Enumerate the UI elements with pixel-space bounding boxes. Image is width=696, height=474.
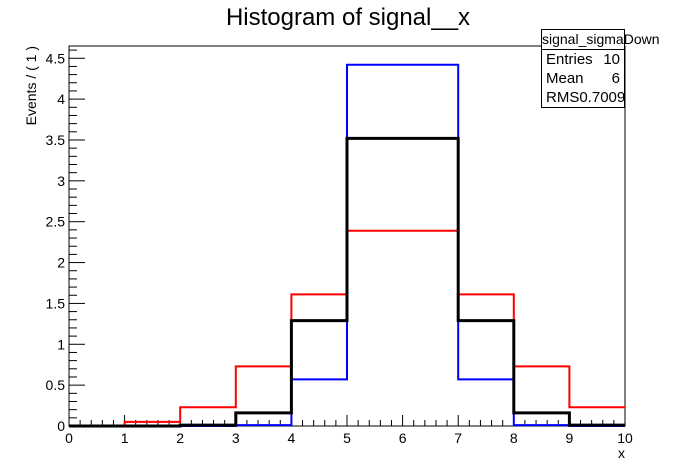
y-tick-label: 3 bbox=[57, 173, 65, 189]
stats-box: signal_sigmaDown Entries 10 Mean 6 RMS 0… bbox=[541, 29, 660, 108]
x-tick-label: 5 bbox=[343, 430, 351, 446]
y-tick-label: 1 bbox=[57, 336, 65, 352]
stats-label: Mean bbox=[546, 70, 584, 87]
y-axis-label: Events / ( 1 ) bbox=[23, 46, 39, 125]
y-tick-label: 1.5 bbox=[46, 295, 66, 311]
x-axis-label: x bbox=[618, 445, 625, 461]
y-tick-label: 3.5 bbox=[46, 132, 66, 148]
stats-value: 6 bbox=[611, 70, 620, 87]
stats-label: Entries bbox=[546, 51, 593, 68]
y-tick-label: 0.5 bbox=[46, 377, 66, 393]
x-tick-label: 10 bbox=[617, 430, 633, 446]
x-tick-label: 7 bbox=[454, 430, 462, 446]
stats-row-entries: Entries 10 bbox=[542, 50, 624, 69]
y-tick-label: 2.5 bbox=[46, 214, 66, 230]
y-tick-label: 2 bbox=[57, 255, 65, 271]
x-tick-label: 3 bbox=[232, 430, 240, 446]
x-tick-label: 6 bbox=[399, 430, 407, 446]
stats-name: signal_sigmaDown bbox=[542, 30, 660, 50]
histogram-series-line bbox=[69, 136, 625, 428]
y-tick-label: 4 bbox=[57, 91, 65, 107]
y-tick-label: 0 bbox=[57, 418, 65, 434]
stats-value: 0.7009 bbox=[579, 89, 626, 106]
stats-row-rms: RMS 0.7009 bbox=[542, 88, 626, 107]
x-tick-label: 1 bbox=[121, 430, 129, 446]
x-tick-label: 9 bbox=[566, 430, 574, 446]
x-tick-label: 0 bbox=[65, 430, 73, 446]
x-tick-label: 4 bbox=[288, 430, 296, 446]
y-tick-label: 4.5 bbox=[46, 50, 66, 66]
x-tick-label: 2 bbox=[176, 430, 184, 446]
chart-title: Histogram of signal__x bbox=[225, 4, 471, 31]
stats-row-mean: Mean 6 bbox=[542, 69, 624, 88]
x-tick-label: 8 bbox=[510, 430, 518, 446]
stats-value: 10 bbox=[603, 51, 620, 68]
stats-label: RMS bbox=[546, 89, 580, 106]
